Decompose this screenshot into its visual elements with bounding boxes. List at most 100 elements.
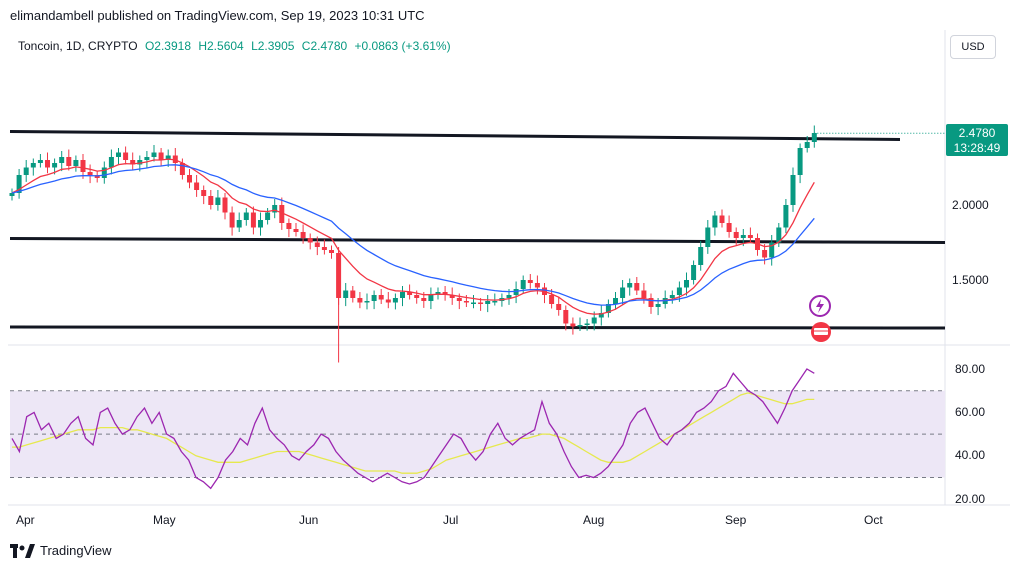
candle bbox=[400, 292, 405, 298]
candle bbox=[123, 152, 129, 160]
candle bbox=[747, 235, 753, 238]
candle bbox=[9, 193, 15, 196]
ohlc-close: C2.4780 bbox=[301, 39, 348, 53]
rsi-line bbox=[11, 368, 815, 490]
y-tick-label: 1.5000 bbox=[952, 273, 989, 287]
candle bbox=[201, 190, 207, 196]
x-tick-label: Jul bbox=[443, 513, 459, 527]
candle bbox=[151, 152, 157, 157]
x-tick-label: Aug bbox=[583, 513, 605, 527]
candle bbox=[449, 295, 455, 298]
tradingview-logo-text: TradingView bbox=[40, 543, 112, 558]
candle bbox=[733, 232, 739, 238]
candle bbox=[158, 152, 164, 160]
candle bbox=[179, 163, 185, 175]
candle bbox=[59, 157, 65, 163]
candle bbox=[627, 283, 633, 288]
candle bbox=[740, 235, 746, 238]
candle bbox=[30, 163, 36, 168]
candle bbox=[442, 292, 448, 295]
candle bbox=[73, 160, 79, 166]
candle bbox=[471, 302, 476, 304]
candle bbox=[80, 160, 86, 172]
candle bbox=[762, 250, 768, 258]
tradingview-logo-icon bbox=[10, 543, 35, 558]
candle bbox=[236, 220, 242, 228]
candle bbox=[719, 215, 725, 223]
candle bbox=[392, 298, 398, 303]
candle bbox=[804, 142, 810, 148]
candle bbox=[435, 292, 441, 295]
published-attribution: elimandambell published on TradingView.c… bbox=[10, 8, 425, 23]
tradingview-footer: TradingView bbox=[10, 543, 112, 558]
candle bbox=[300, 232, 306, 238]
candle bbox=[641, 290, 647, 298]
support-line bbox=[9, 237, 946, 244]
resistance-line bbox=[9, 130, 901, 141]
candle bbox=[634, 283, 640, 291]
candle bbox=[378, 295, 384, 300]
candle bbox=[428, 295, 434, 301]
candle bbox=[414, 295, 420, 298]
candle bbox=[598, 313, 604, 318]
ohlc-change: +0.0863 (+3.61%) bbox=[354, 39, 451, 53]
candle bbox=[421, 298, 427, 301]
candle bbox=[549, 295, 555, 304]
candle bbox=[591, 317, 597, 324]
lightning-icon bbox=[816, 299, 824, 313]
candle bbox=[492, 301, 498, 303]
candle bbox=[669, 295, 675, 298]
candle bbox=[534, 283, 540, 288]
candle bbox=[16, 175, 22, 193]
symbol-name: Toncoin, 1D, CRYPTO bbox=[18, 39, 138, 53]
candle bbox=[655, 304, 661, 307]
candle bbox=[556, 304, 562, 310]
candle bbox=[684, 280, 689, 288]
candle bbox=[187, 175, 192, 183]
candle bbox=[506, 295, 512, 298]
candle bbox=[605, 304, 611, 313]
candle bbox=[229, 212, 235, 228]
candle bbox=[357, 298, 363, 303]
candle bbox=[272, 205, 278, 213]
candle bbox=[116, 152, 121, 157]
candle bbox=[407, 292, 413, 295]
candle bbox=[215, 197, 221, 205]
rsi-tick-label: 40.00 bbox=[955, 448, 986, 462]
candle bbox=[321, 247, 327, 250]
x-tick-label: Sep bbox=[725, 513, 747, 527]
candle bbox=[87, 172, 93, 175]
candle bbox=[478, 302, 484, 304]
candle bbox=[144, 157, 150, 160]
last-price-tag: 2.4780 13:28:49 bbox=[946, 124, 1008, 156]
symbol-info: Toncoin, 1D, CRYPTO O2.3918 H2.5604 L2.3… bbox=[18, 39, 455, 53]
candle bbox=[329, 250, 334, 253]
candle bbox=[364, 301, 370, 303]
countdown-value: 13:28:49 bbox=[953, 141, 1001, 155]
candle bbox=[286, 223, 292, 229]
candle bbox=[769, 242, 775, 258]
x-tick-label: Jun bbox=[299, 513, 319, 527]
candle bbox=[101, 167, 107, 178]
rsi-tick-label: 60.00 bbox=[955, 405, 986, 419]
candle bbox=[265, 212, 271, 220]
candle bbox=[570, 323, 576, 327]
candle bbox=[698, 247, 704, 265]
candle bbox=[243, 212, 249, 220]
candle bbox=[258, 220, 263, 228]
candle bbox=[66, 157, 72, 166]
candle bbox=[343, 290, 349, 298]
candle bbox=[250, 212, 256, 228]
currency-button[interactable]: USD bbox=[950, 35, 996, 59]
ohlc-low: L2.3905 bbox=[251, 39, 295, 53]
candle bbox=[620, 287, 626, 298]
candle bbox=[676, 287, 682, 295]
candle bbox=[130, 160, 136, 165]
candle bbox=[811, 133, 817, 142]
candle bbox=[705, 227, 711, 247]
candle bbox=[307, 238, 313, 243]
ohlc-high: H2.5604 bbox=[198, 39, 244, 53]
candle bbox=[385, 299, 391, 303]
candle bbox=[691, 265, 697, 280]
